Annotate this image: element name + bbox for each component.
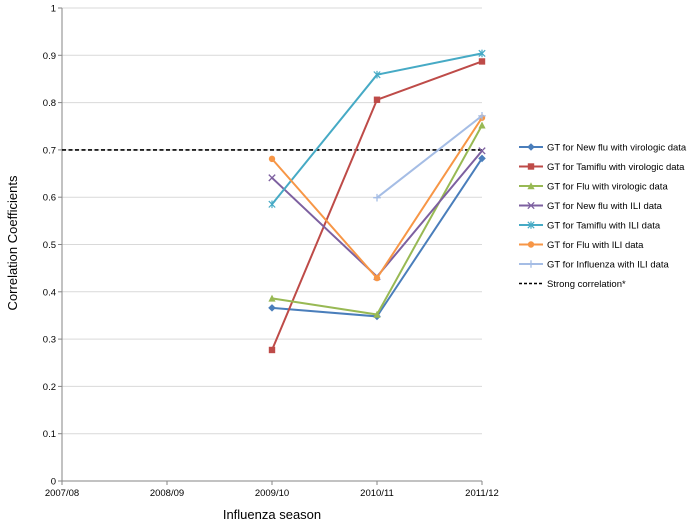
data-point [478, 121, 486, 129]
data-point [268, 155, 276, 163]
y-tick-label: 0 [51, 477, 56, 488]
legend-marker [527, 163, 535, 170]
legend-entry: GT for Tamiflu with virologic data [519, 162, 685, 173]
y-tick-label: 1 [51, 4, 56, 15]
data-point [268, 294, 276, 302]
gridlines [62, 7, 482, 435]
x-tick-label: 2008/09 [150, 488, 184, 499]
data-point [373, 96, 381, 103]
data-point [268, 346, 276, 354]
x-tick-labels: 2007/08 2008/09 2009/10 2010/11 2011/12 [45, 488, 499, 499]
x-tick-label: 2010/11 [360, 488, 394, 499]
legend-marker [527, 260, 535, 268]
legend-marker [527, 221, 535, 229]
series-line [376, 115, 483, 199]
legend-entry: GT for New flu with ILI data [519, 201, 663, 212]
legend-label: GT for Flu with ILI data [547, 240, 644, 251]
legend-marker [527, 143, 535, 151]
data-point [268, 304, 276, 312]
y-tick-label: 0.6 [43, 193, 56, 204]
x-tick-label: 2007/08 [45, 488, 79, 499]
legend-label: GT for New flu with ILI data [547, 201, 663, 212]
y-tick-label: 0.8 [43, 98, 56, 109]
legend-label: GT for New flu with virologic data [547, 143, 687, 154]
series-6 [373, 112, 486, 202]
data-point [478, 112, 486, 120]
y-tick-label: 0.4 [43, 287, 56, 298]
data-point [478, 49, 486, 58]
series-2 [268, 121, 486, 318]
legend: GT for New flu with virologic data GT for… [519, 143, 687, 290]
data-point [373, 70, 381, 79]
series-line [271, 150, 483, 279]
legend-entry: GT for Flu with ILI data [519, 240, 644, 251]
y-tick-label: 0.2 [43, 382, 56, 393]
y-axis-title: Correlation Coefficients [5, 175, 20, 310]
data-point [478, 147, 486, 155]
legend-marker [527, 241, 535, 248]
series-line [271, 124, 483, 316]
series-0 [268, 154, 486, 321]
y-tick-label: 0.5 [43, 240, 56, 251]
data-point [478, 154, 486, 163]
data-point [373, 193, 381, 202]
y-tick-label: 0.3 [43, 335, 56, 346]
x-axis-title: Influenza season [223, 507, 321, 522]
data-point [268, 174, 276, 182]
legend-entry: GT for Flu with virologic data [519, 182, 668, 193]
legend-label: GT for Flu with virologic data [547, 182, 668, 193]
legend-label: Strong correlation* [547, 279, 626, 290]
series-4 [268, 49, 486, 209]
data-point [373, 274, 381, 282]
legend-marker [527, 201, 535, 210]
y-tick-label: 0.9 [43, 51, 56, 62]
data-point [478, 58, 486, 65]
series-1 [268, 58, 486, 354]
legend-label: GT for Tamiflu with virologic data [547, 162, 685, 173]
legend-entry: GT for Tamiflu with ILI data [519, 221, 661, 232]
axes [58, 7, 483, 485]
y-tick-labels: 0 0.1 0.2 0.3 0.4 0.5 0.6 0.7 0.8 0.9 1 [43, 4, 56, 488]
legend-entry: GT for New flu with virologic data [519, 143, 687, 154]
legend-entry: Strong correlation* [519, 279, 626, 290]
legend-label: GT for Influenza with ILI data [547, 260, 670, 271]
x-tick-label: 2009/10 [255, 488, 289, 499]
legend-label: GT for Tamiflu with ILI data [547, 221, 661, 232]
x-tick-label: 2011/12 [465, 488, 499, 499]
y-tick-label: 0.7 [43, 145, 56, 156]
data-point [373, 310, 381, 318]
y-tick-label: 0.1 [43, 429, 56, 440]
data-point [268, 200, 276, 209]
series-lines [62, 49, 486, 354]
legend-marker [527, 182, 535, 190]
legend-entry: GT for Influenza with ILI data [519, 260, 670, 271]
